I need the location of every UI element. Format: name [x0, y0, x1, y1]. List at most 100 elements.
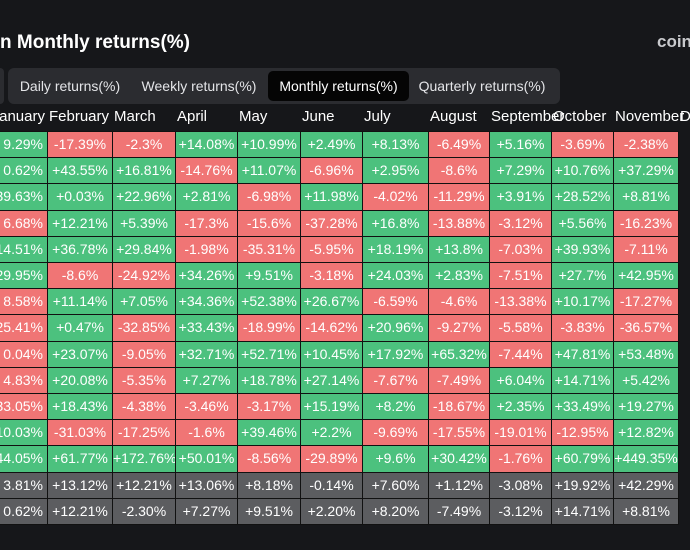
summary-cell: -3.08% — [489, 471, 552, 499]
return-cell: +0.03% — [47, 183, 113, 211]
summary-cell: 0.62% — [0, 497, 48, 525]
return-cell: +10.45% — [300, 340, 363, 368]
return-cell: -18.67% — [428, 393, 490, 421]
tab[interactable]: Monthly returns(%) — [268, 71, 409, 101]
return-cell: -14.62% — [300, 314, 363, 342]
summary-cell: +12.21% — [47, 497, 113, 525]
return-cell: +37.29% — [613, 157, 679, 185]
tab[interactable]: Daily returns(%) — [19, 78, 121, 94]
return-cell: +20.08% — [47, 366, 113, 394]
return-cell: +172.76% — [112, 445, 176, 473]
return-cell: -3.46% — [175, 393, 238, 421]
return-cell: -6.49% — [428, 131, 490, 159]
return-cell: -2.3% — [112, 131, 176, 159]
return-cell: +11.14% — [47, 288, 113, 316]
return-cell: -1.6% — [175, 419, 238, 447]
return-cell: -3.17% — [237, 393, 301, 421]
return-cell: -5.95% — [300, 235, 363, 263]
return-cell: +6.04% — [489, 366, 552, 394]
column-header: De — [680, 108, 690, 125]
return-cell: +10.17% — [551, 288, 614, 316]
return-cell: +8.2% — [362, 393, 429, 421]
summary-cell: +14.71% — [551, 497, 614, 525]
return-cell: +15.19% — [300, 393, 363, 421]
summary-cell: -3.12% — [489, 497, 552, 525]
return-cell: +28.52% — [551, 183, 614, 211]
return-cell: +3.91% — [489, 183, 552, 211]
return-cell: -15.6% — [237, 209, 301, 237]
return-cell: +36.78% — [47, 235, 113, 263]
return-cell: +53.48% — [613, 340, 679, 368]
return-cell: -4.02% — [362, 183, 429, 211]
return-cell: -16.23% — [613, 209, 679, 237]
summary-cell: -0.14% — [300, 471, 363, 499]
return-cell: +33.43% — [175, 314, 238, 342]
column-header: March — [114, 108, 156, 125]
return-cell: +12.82% — [613, 419, 679, 447]
return-cell: +2.95% — [362, 157, 429, 185]
return-cell: +13.8% — [428, 235, 490, 263]
return-cell: -7.03% — [489, 235, 552, 263]
return-cell: -1.76% — [489, 445, 552, 473]
return-cell: -4.6% — [428, 288, 490, 316]
return-cell: -12.95% — [551, 419, 614, 447]
return-cell: 44.05% — [0, 445, 48, 473]
return-cell: +5.56% — [551, 209, 614, 237]
return-cell: -7.51% — [489, 262, 552, 290]
return-cell: +2.35% — [489, 393, 552, 421]
return-cell: -5.35% — [112, 366, 176, 394]
summary-cell: +8.18% — [237, 471, 301, 499]
return-cell: +61.77% — [47, 445, 113, 473]
return-cell: +24.03% — [362, 262, 429, 290]
return-cell: +17.92% — [362, 340, 429, 368]
return-cell: -8.6% — [428, 157, 490, 185]
column-header: October — [553, 108, 607, 125]
return-cell: -9.05% — [112, 340, 176, 368]
return-cell: +5.42% — [613, 366, 679, 394]
return-cell: -3.12% — [489, 209, 552, 237]
return-cell: -17.39% — [47, 131, 113, 159]
return-cell: -24.92% — [112, 262, 176, 290]
summary-cell: +8.81% — [613, 497, 679, 525]
return-cell: -1.98% — [175, 235, 238, 263]
return-cell: -36.57% — [613, 314, 679, 342]
return-cell: +19.27% — [613, 393, 679, 421]
return-cell: +39.93% — [551, 235, 614, 263]
return-cell: 14.51% — [0, 235, 48, 263]
return-cell: +14.71% — [551, 366, 614, 394]
return-cell: +5.16% — [489, 131, 552, 159]
return-cell: -17.3% — [175, 209, 238, 237]
return-cell: +34.36% — [175, 288, 238, 316]
return-cell: +50.01% — [175, 445, 238, 473]
column-header: May — [239, 108, 268, 125]
return-cell: +449.35% — [613, 445, 679, 473]
return-cell: -31.03% — [47, 419, 113, 447]
return-cell: -7.44% — [489, 340, 552, 368]
return-cell: +2.83% — [428, 262, 490, 290]
brand: coin — [657, 32, 690, 51]
return-cell: -17.55% — [428, 419, 490, 447]
summary-cell: +2.20% — [300, 497, 363, 525]
return-cell: +2.49% — [300, 131, 363, 159]
return-cell: -7.67% — [362, 366, 429, 394]
return-cell: 39.63% — [0, 183, 48, 211]
tab[interactable]: Quarterly returns(%) — [418, 78, 546, 94]
return-cell: +11.98% — [300, 183, 363, 211]
return-cell: -37.28% — [300, 209, 363, 237]
return-cell: -18.99% — [237, 314, 301, 342]
summary-cell: +8.20% — [362, 497, 429, 525]
return-cell: +10.99% — [237, 131, 301, 159]
return-cell: -11.29% — [428, 183, 490, 211]
column-header: February — [49, 108, 110, 125]
return-cell: 25.41% — [0, 314, 48, 342]
return-cell: -6.59% — [362, 288, 429, 316]
column-header: August — [430, 108, 477, 125]
return-cell: 10.03% — [0, 419, 48, 447]
tab[interactable]: Weekly returns(%) — [141, 78, 257, 94]
return-cell: -6.96% — [300, 157, 363, 185]
return-cell: -17.25% — [112, 419, 176, 447]
summary-cell: -7.49% — [428, 497, 490, 525]
return-cell: +29.84% — [112, 235, 176, 263]
return-cell: +32.71% — [175, 340, 238, 368]
